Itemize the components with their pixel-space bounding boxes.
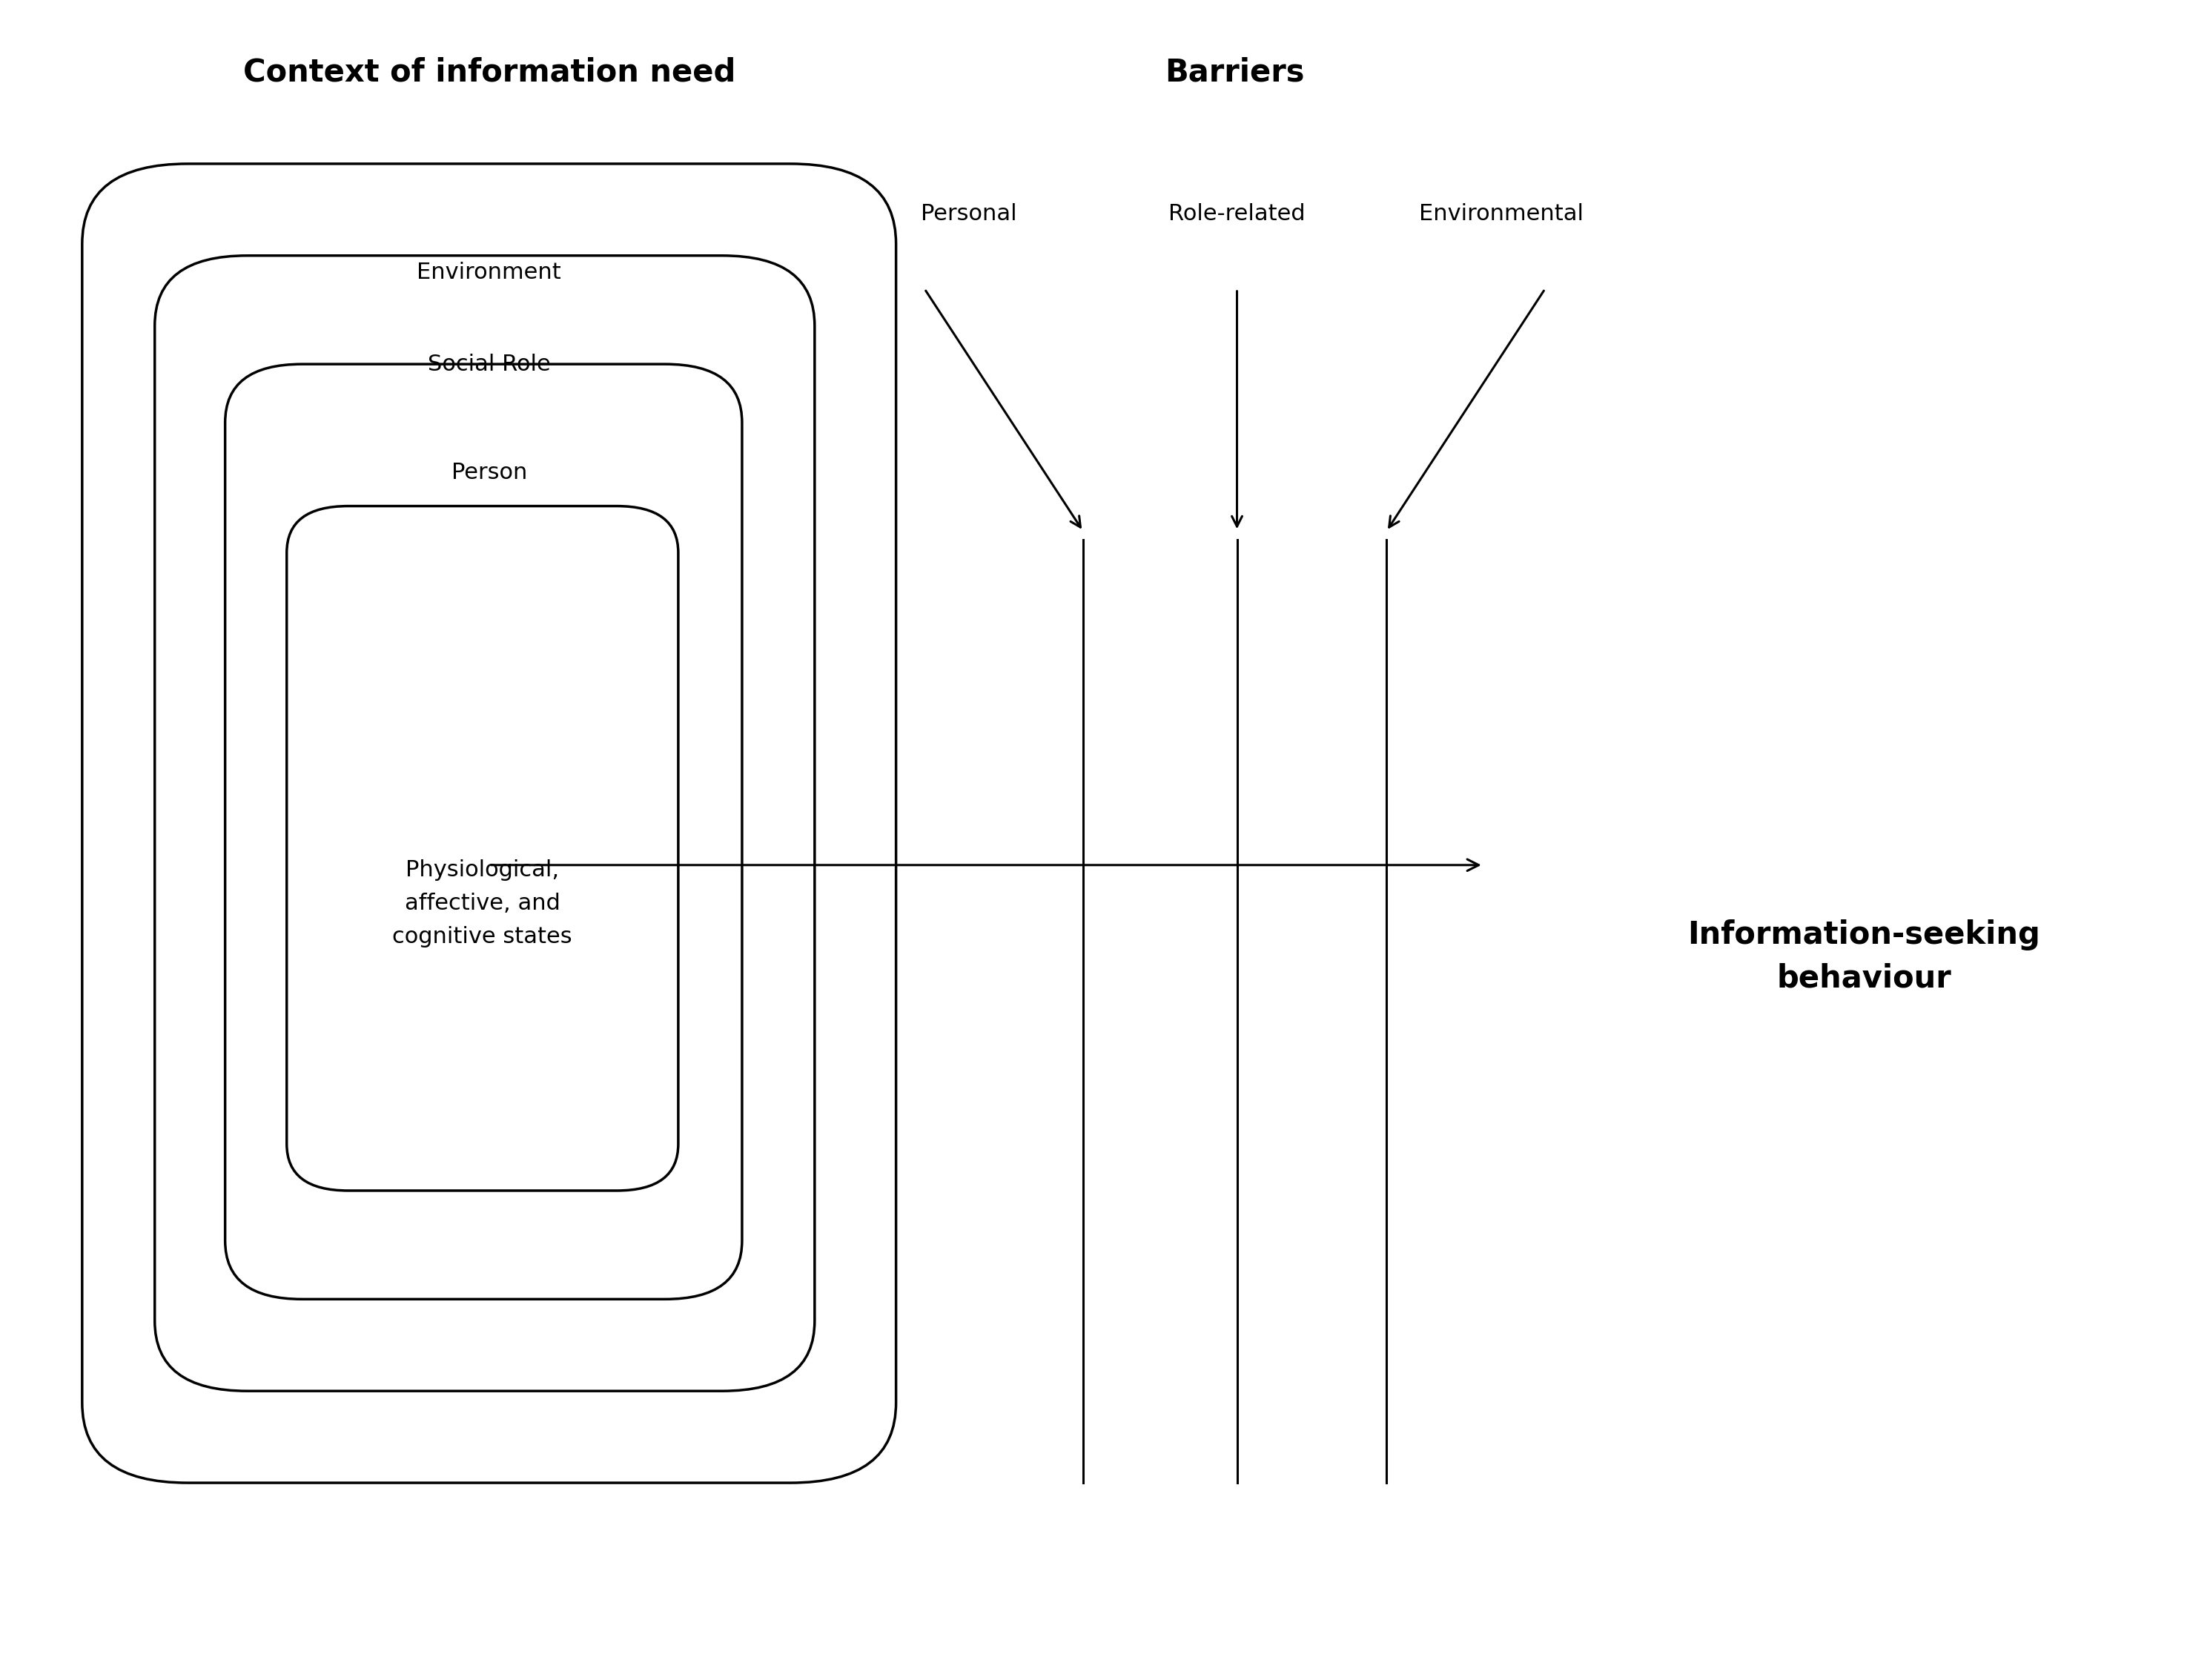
Text: Context of information need: Context of information need [243,57,736,87]
Text: Barriers: Barriers [1165,57,1304,87]
Text: Environmental: Environmental [1419,203,1582,225]
Text: Personal: Personal [922,203,1017,225]
Text: Person: Person [451,462,526,484]
Text: Social Role: Social Role [429,353,550,375]
Text: Role-related: Role-related [1169,203,1306,225]
Text: Environment: Environment [418,262,561,282]
Text: Physiological,
affective, and
cognitive states: Physiological, affective, and cognitive … [393,858,572,948]
Text: Information-seeking
behaviour: Information-seeking behaviour [1688,919,2040,995]
